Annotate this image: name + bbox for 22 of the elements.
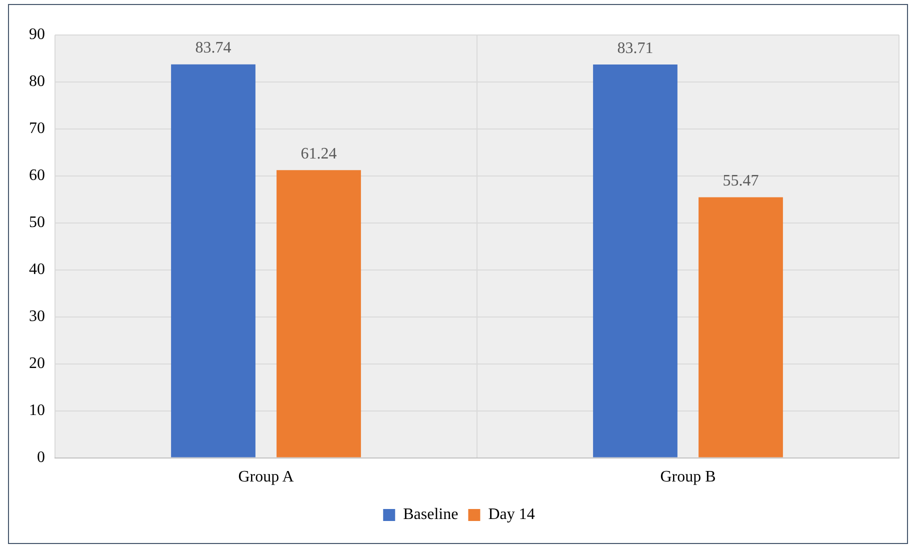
- y-tick-label: 40: [29, 261, 45, 278]
- data-label: 61.24: [300, 145, 337, 162]
- legend-label: Baseline: [403, 506, 458, 524]
- bar: [698, 197, 783, 458]
- y-tick-label: 80: [29, 73, 45, 90]
- bar: [171, 64, 256, 458]
- y-tick-label: 20: [29, 355, 45, 372]
- y-tick-label: 60: [29, 167, 45, 184]
- data-label: 55.47: [722, 172, 759, 190]
- bar: [593, 64, 678, 458]
- y-tick-label: 0: [37, 449, 45, 466]
- x-tick-label: Group B: [660, 468, 716, 486]
- x-tick-label: Group A: [238, 468, 294, 486]
- y-tick-label: 30: [29, 308, 45, 326]
- bar: [276, 170, 361, 458]
- data-label: 83.71: [617, 40, 654, 57]
- y-tick-label: 50: [29, 214, 45, 232]
- y-tick-label: 70: [29, 120, 45, 138]
- y-tick-label: 10: [29, 402, 45, 420]
- y-tick-label: 90: [29, 26, 45, 44]
- data-label: 83.74: [195, 40, 232, 57]
- legend-label: Day 14: [488, 506, 535, 524]
